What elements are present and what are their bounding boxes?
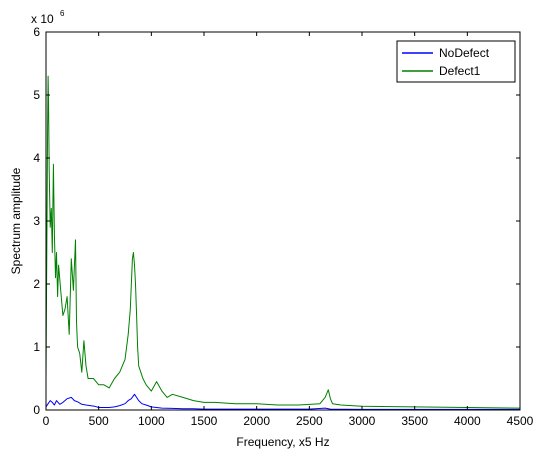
y-tick-label: 2 — [33, 277, 40, 291]
y-tick-label: 3 — [33, 214, 40, 228]
y-tick-label: 5 — [33, 88, 40, 102]
x-tick-label: 500 — [89, 414, 109, 428]
x-tick-label: 2000 — [243, 414, 270, 428]
y-exponent-power: 6 — [60, 9, 65, 18]
y-tick-label: 4 — [33, 151, 40, 165]
y-exponent-base: x 10 — [31, 12, 54, 26]
legend: NoDefect Defect1 — [396, 40, 516, 83]
x-tick-label: 0 — [43, 414, 50, 428]
y-axis-label: Spectrum amplitude — [9, 167, 23, 274]
series-line-nodefect — [45, 393, 520, 410]
legend-box — [396, 40, 516, 83]
x-tick-label: 3500 — [401, 414, 428, 428]
series-layer — [45, 75, 521, 410]
x-axis: 0 500 1000 1500 2000 2500 3000 3500 4000 4500 — [43, 32, 534, 428]
x-axis-label: Frequency, x5 Hz — [236, 435, 329, 449]
y-tick-label: 0 — [33, 403, 40, 417]
x-tick-label: 4000 — [454, 414, 481, 428]
plot-area — [46, 32, 520, 410]
x-tick-label: 1000 — [138, 414, 165, 428]
legend-label-nodefect: NoDefect — [439, 46, 490, 60]
x-tick-label: 4500 — [507, 414, 534, 428]
x-tick-label: 2500 — [296, 414, 323, 428]
legend-label-defect1: Defect1 — [439, 64, 481, 78]
x-tick-label: 1500 — [191, 414, 218, 428]
y-axis: 0 1 2 3 4 5 6 — [33, 25, 520, 417]
y-tick-label: 1 — [33, 340, 40, 354]
series-line-defect1 — [45, 75, 521, 409]
y-tick-label: 6 — [33, 25, 40, 39]
x-tick-label: 3000 — [349, 414, 376, 428]
